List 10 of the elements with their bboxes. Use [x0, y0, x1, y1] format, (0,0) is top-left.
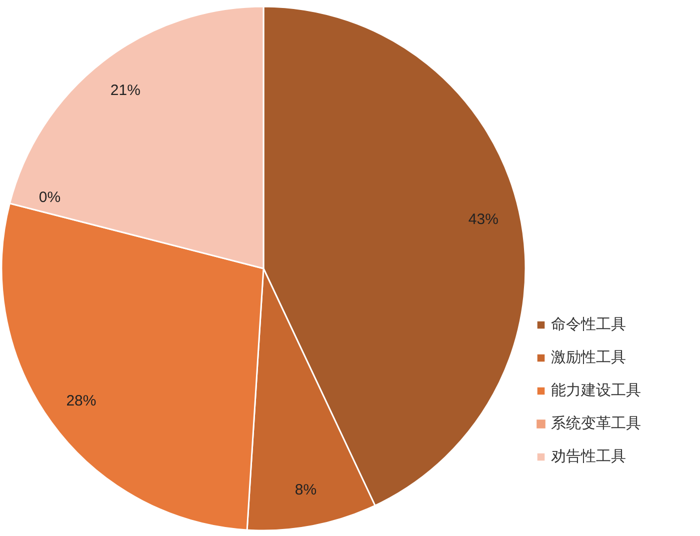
legend-label: 能力建设工具: [551, 381, 641, 400]
data-label: 8%: [294, 481, 317, 498]
legend-label: 激励性工具: [551, 348, 626, 367]
legend-label: 系统变革工具: [551, 414, 641, 433]
data-label: 21%: [110, 82, 140, 99]
data-label: 43%: [468, 210, 498, 228]
legend-label: 命令性工具: [551, 315, 626, 334]
text: 0%: [38, 188, 61, 206]
legend-label: 劝告性工具: [551, 447, 626, 466]
data-label: 28%: [66, 392, 96, 410]
